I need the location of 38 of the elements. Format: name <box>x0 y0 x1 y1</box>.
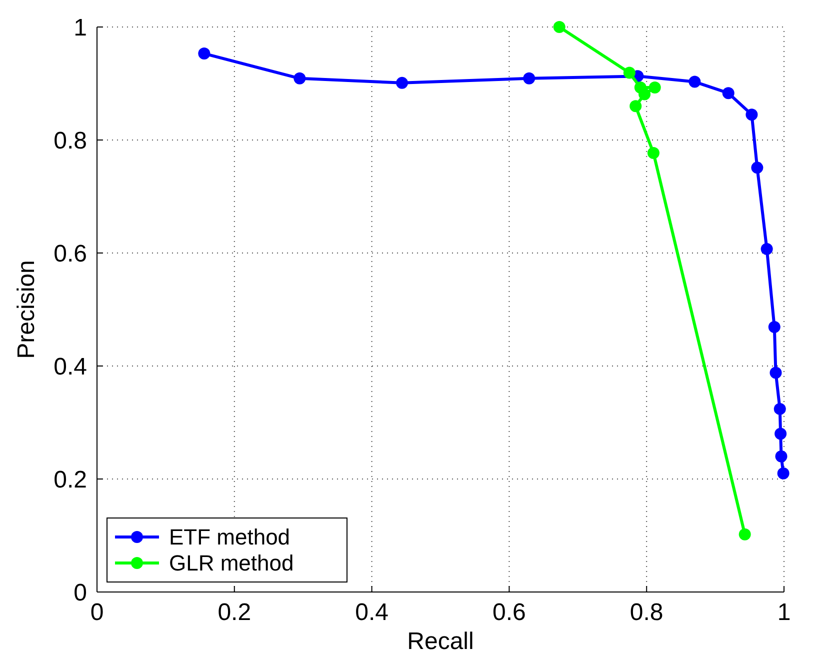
point <box>630 100 642 112</box>
y-tick-label: 0.8 <box>54 127 87 154</box>
point <box>523 72 536 84</box>
x-tick-label: 0.2 <box>218 599 252 626</box>
y-tick-label: 0.2 <box>54 466 87 494</box>
legend-label: GLR method <box>169 550 294 576</box>
point <box>647 146 660 159</box>
point <box>774 402 786 415</box>
point <box>638 88 651 100</box>
x-tick-label: 0.6 <box>492 599 526 626</box>
y-tick-label: 0.6 <box>54 240 87 268</box>
x-axis-title: Recall <box>407 628 474 655</box>
y-axis-title: Precision <box>13 260 40 359</box>
x-tick-label: 0.4 <box>355 599 388 626</box>
point <box>648 81 661 94</box>
point <box>746 108 758 121</box>
point <box>770 366 782 379</box>
point <box>623 66 636 79</box>
point <box>553 21 566 33</box>
x-tick-label: 1 <box>777 599 791 626</box>
y-tick-label: 1 <box>74 14 87 42</box>
y-tick-label: 0 <box>74 579 87 606</box>
point <box>774 428 787 440</box>
point <box>688 76 701 88</box>
point <box>198 48 210 60</box>
point <box>396 76 408 89</box>
point <box>738 528 751 540</box>
point <box>775 450 788 462</box>
point <box>777 467 790 480</box>
point <box>760 243 773 256</box>
point <box>294 72 306 84</box>
point <box>751 162 764 174</box>
x-tick-label: 0 <box>90 599 104 626</box>
x-tick-label: 0.8 <box>630 599 664 626</box>
y-tick-label: 0.4 <box>54 353 87 380</box>
point <box>722 87 734 100</box>
point <box>768 321 780 334</box>
legend-label: ETF method <box>169 524 290 550</box>
